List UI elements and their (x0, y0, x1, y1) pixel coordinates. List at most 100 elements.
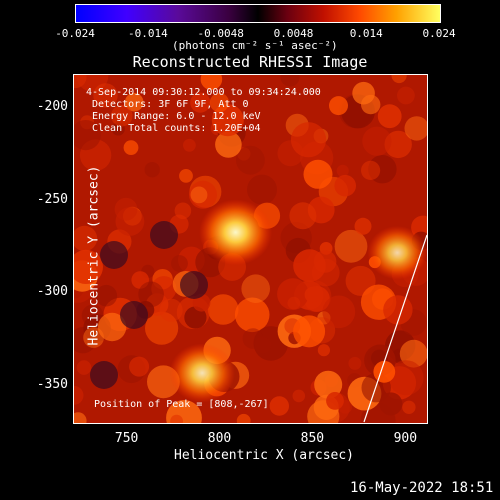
heatmap-texture-blob (277, 278, 309, 310)
heatmap-texture-blob (354, 217, 372, 235)
heatmap-texture-blob (293, 315, 326, 348)
heatmap-texture-blob (247, 174, 277, 205)
heatmap-texture-blob (124, 92, 144, 112)
plot-title: Reconstructed RHESSI Image (132, 53, 368, 71)
heatmap-texture-blob (322, 295, 356, 329)
colorbar-tick-label: 0.014 (349, 27, 383, 40)
x-tick-label: 900 (393, 431, 418, 446)
heatmap-dark-patch (90, 361, 118, 389)
heatmap-texture-blob (129, 356, 150, 377)
y-axis-ticks: -200 -250 -300 -350 (0, 0, 68, 500)
colorbar-tick-label: 0.0048 (273, 27, 314, 40)
annotation-energy: Energy Range: 6.0 - 12.0 keV (92, 111, 261, 122)
heatmap-texture-blob (207, 294, 239, 325)
x-tick-label: 850 (300, 431, 325, 446)
heatmap-texture-blob (179, 169, 193, 183)
heatmap-texture-blob (329, 96, 348, 116)
y-axis-label: Heliocentric Y (arcsec) (86, 165, 102, 346)
heatmap-texture-blob (314, 370, 343, 399)
heatmap-texture-blob (362, 126, 392, 156)
heatmap-texture-blob (76, 360, 92, 375)
heatmap-texture-blob (290, 122, 327, 158)
heatmap-source (169, 343, 235, 403)
heatmap-texture-blob (171, 255, 188, 272)
heatmap-texture-blob (336, 164, 349, 177)
heatmap-texture-blob (183, 138, 196, 152)
heatmap-texture-blob (236, 413, 251, 423)
heatmap-texture-blob (334, 229, 368, 263)
annotation-clean: Clean Total counts: 1.20E+04 (92, 123, 261, 134)
heatmap-texture-blob (373, 360, 396, 383)
heatmap-texture-blob (93, 83, 118, 108)
heatmap-texture-blob (377, 104, 402, 129)
heatmap-texture-blob (131, 271, 149, 289)
heatmap-texture-blob (303, 159, 333, 189)
x-axis-label: Heliocentric X (arcsec) (174, 448, 355, 463)
heatmap-texture-blob (190, 92, 211, 113)
heatmap-texture-blob (334, 174, 357, 197)
heatmap-texture-blob (383, 295, 413, 325)
heatmap-texture-blob (74, 120, 101, 151)
y-tick-label: -300 (36, 284, 68, 300)
heatmap-texture-blob (269, 396, 289, 416)
heatmap-texture-blob (361, 160, 381, 180)
heatmap-texture-blob (292, 389, 306, 403)
y-tick-label: -250 (36, 191, 68, 207)
colorbar-tick-label: 0.024 (422, 27, 456, 40)
heatmap-dark-patch (100, 241, 128, 269)
heatmap-texture-blob (174, 202, 192, 220)
heatmap-texture-blob (211, 104, 244, 137)
heatmap-texture-blob (326, 392, 344, 410)
heatmap-texture-blob (352, 81, 375, 105)
heatmap-texture-blob (215, 131, 242, 158)
heatmap-texture-blob (236, 145, 265, 175)
footer-date: 16-May-2022 18:51 (350, 480, 494, 496)
heatmap-texture-blob (123, 140, 139, 155)
annotation-detectors: Detectors: 3F 6F 9F, Att 0 (92, 99, 249, 110)
heatmap-texture-blob (74, 385, 84, 405)
heatmap-texture-blob (144, 162, 160, 178)
heatmap-texture-blob (159, 298, 183, 322)
heatmap-texture-blob (234, 297, 270, 333)
heatmap-texture-blob (83, 327, 104, 348)
heatmap-texture-blob (74, 75, 87, 89)
heatmap-texture-blob (280, 75, 300, 87)
colorbar-tick-label: -0.0048 (197, 27, 244, 40)
heatmap-texture-blob (391, 75, 407, 84)
heatmap-dark-patch (180, 271, 208, 299)
heatmap-texture-blob (151, 276, 177, 302)
heatmap-texture-blob (138, 281, 164, 308)
heatmap-texture-blob (241, 274, 270, 303)
colorbar-tick-label: -0.024 (55, 27, 95, 40)
annotation-time: 4-Sep-2014 09:30:12.000 to 09:34:24.000 (86, 87, 321, 98)
heatmap-dark-patch (150, 221, 178, 249)
heatmap-texture-blob (293, 249, 326, 282)
heatmap-image (74, 75, 427, 423)
heatmap-texture-blob (379, 392, 403, 416)
y-tick-label: -350 (36, 376, 68, 392)
heatmap-texture-blob (388, 360, 424, 396)
annotation-peak: Position of Peak = [808,-267] (94, 399, 269, 410)
heatmap-texture-blob (95, 284, 118, 307)
heatmap-source (367, 225, 427, 280)
heatmap-texture-blob (74, 225, 98, 252)
heatmap-texture-blob (384, 130, 412, 159)
image-plot-area: 4-Sep-2014 09:30:12.000 to 09:34:24.000 … (73, 74, 428, 424)
heatmap-texture-blob (397, 86, 415, 105)
heatmap-texture-blob (170, 414, 183, 423)
heatmap-source (199, 199, 273, 266)
heatmap-texture-blob (74, 412, 87, 423)
heatmap-texture-blob (289, 202, 317, 230)
heatmap-texture-blob (114, 197, 138, 221)
heatmap-dark-patch (120, 301, 148, 329)
x-tick-label: 750 (114, 431, 139, 446)
heatmap-texture-blob (254, 337, 271, 354)
heatmap-texture-blob (304, 286, 321, 303)
colorbar-unit-label: (photons cm⁻² s⁻¹ asec⁻²) (172, 39, 338, 52)
heatmap-texture-blob (402, 400, 416, 414)
heatmap-texture-blob (348, 356, 362, 370)
colorbar (75, 4, 441, 23)
heatmap-texture-blob (287, 296, 301, 310)
heatmap-texture-blob (209, 93, 229, 113)
colorbar-tick-label: -0.014 (128, 27, 168, 40)
